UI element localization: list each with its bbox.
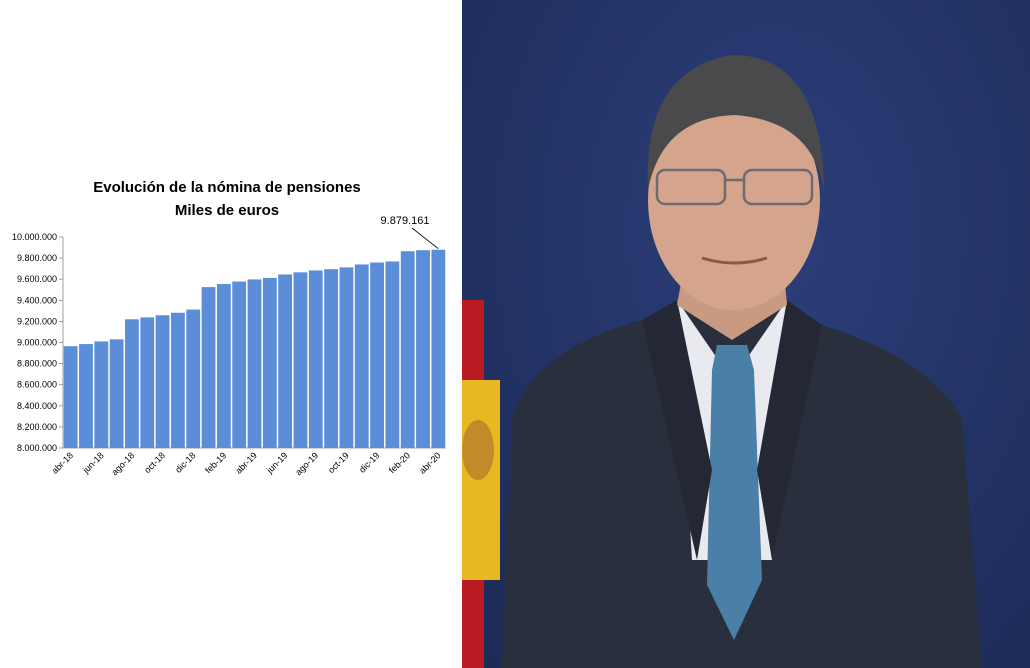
y-tick-label: 8.000.000	[17, 443, 57, 453]
flag-icon	[462, 300, 500, 668]
bars	[63, 249, 446, 448]
bar-jun-19	[278, 274, 293, 448]
chart-panel: Evolución de la nómina de pensiones Mile…	[0, 0, 462, 668]
x-tick-label: abr-19	[233, 450, 258, 475]
x-tick-label: feb-19	[203, 450, 228, 475]
glasses-icon	[655, 168, 814, 206]
y-tick-label: 9.000.000	[17, 338, 57, 348]
bar-abr-20	[431, 249, 446, 448]
bar-jul-19	[293, 272, 308, 448]
bar-dic-19	[370, 262, 384, 448]
x-axis: abr-18 jun-18 ago-18 oct-18 dic-18 feb-19 abr-…	[50, 447, 446, 477]
bar-feb-19	[216, 283, 231, 448]
bar-jun-18	[94, 341, 109, 448]
x-tick-label: dic-18	[173, 450, 197, 474]
lapel-right-icon	[757, 300, 822, 560]
portrait-photo	[462, 0, 1030, 668]
bar-ago-19	[308, 270, 323, 448]
x-tick-label: ago-18	[109, 450, 136, 477]
bar-sep-18	[140, 317, 155, 448]
bar-ene-20	[385, 261, 400, 448]
x-tick-label: jun-18	[80, 450, 105, 475]
bar-mar-19	[232, 281, 247, 448]
bar-ago-18	[125, 319, 139, 448]
bar-sep-19	[324, 269, 339, 448]
x-tick-label: jun-19	[264, 450, 289, 475]
bar-oct-19	[339, 267, 354, 448]
bar-nov-18	[170, 312, 185, 448]
y-tick-label: 8.400.000	[17, 401, 57, 411]
bar-abr-18	[63, 346, 78, 448]
person-portrait-icon	[462, 55, 982, 668]
y-tick-label: 9.400.000	[17, 295, 57, 305]
y-tick-label: 9.200.000	[17, 316, 57, 326]
x-tick-label: oct-18	[142, 450, 167, 475]
tie-icon	[707, 345, 762, 640]
annotation-label: 9.879.161	[381, 215, 430, 227]
x-tick-label: abr-20	[417, 450, 442, 475]
bar-jul-18	[109, 339, 124, 448]
chart-title: Evolución de la nómina de pensiones	[93, 179, 361, 196]
bar-chart: Evolución de la nómina de pensiones Mile…	[12, 179, 446, 477]
bar-may-18	[79, 344, 93, 448]
y-tick-label: 8.600.000	[17, 380, 57, 390]
x-tick-label: feb-20	[387, 450, 412, 475]
bar-ene-19	[201, 287, 216, 448]
y-tick-label: 10.000.000	[12, 232, 57, 242]
bar-mar-20	[416, 250, 430, 448]
x-tick-label: abr-18	[50, 450, 75, 475]
mouth-icon	[701, 256, 768, 265]
x-tick-label: oct-19	[326, 450, 351, 475]
bar-may-19	[262, 277, 277, 448]
y-tick-label: 9.600.000	[17, 274, 57, 284]
hair-icon	[647, 55, 824, 190]
chart-subtitle: Miles de euros	[175, 202, 279, 219]
bar-oct-18	[155, 315, 170, 448]
x-tick-label: ago-19	[293, 450, 320, 477]
annotation-leader-line	[411, 227, 439, 250]
bar-nov-19	[354, 264, 369, 448]
bar-dic-18	[186, 309, 201, 448]
y-tick-label: 9.800.000	[17, 253, 57, 263]
face-icon	[648, 90, 820, 310]
lapel-left-icon	[642, 300, 712, 560]
x-tick-label: dic-19	[357, 450, 381, 474]
bar-abr-19	[247, 279, 262, 448]
bar-feb-20	[400, 251, 415, 448]
y-tick-label: 8.200.000	[17, 422, 57, 432]
y-tick-label: 8.800.000	[17, 359, 57, 369]
y-axis: 8.000.000 8.200.000 8.400.000 8.600.000 8.80…	[12, 232, 64, 453]
